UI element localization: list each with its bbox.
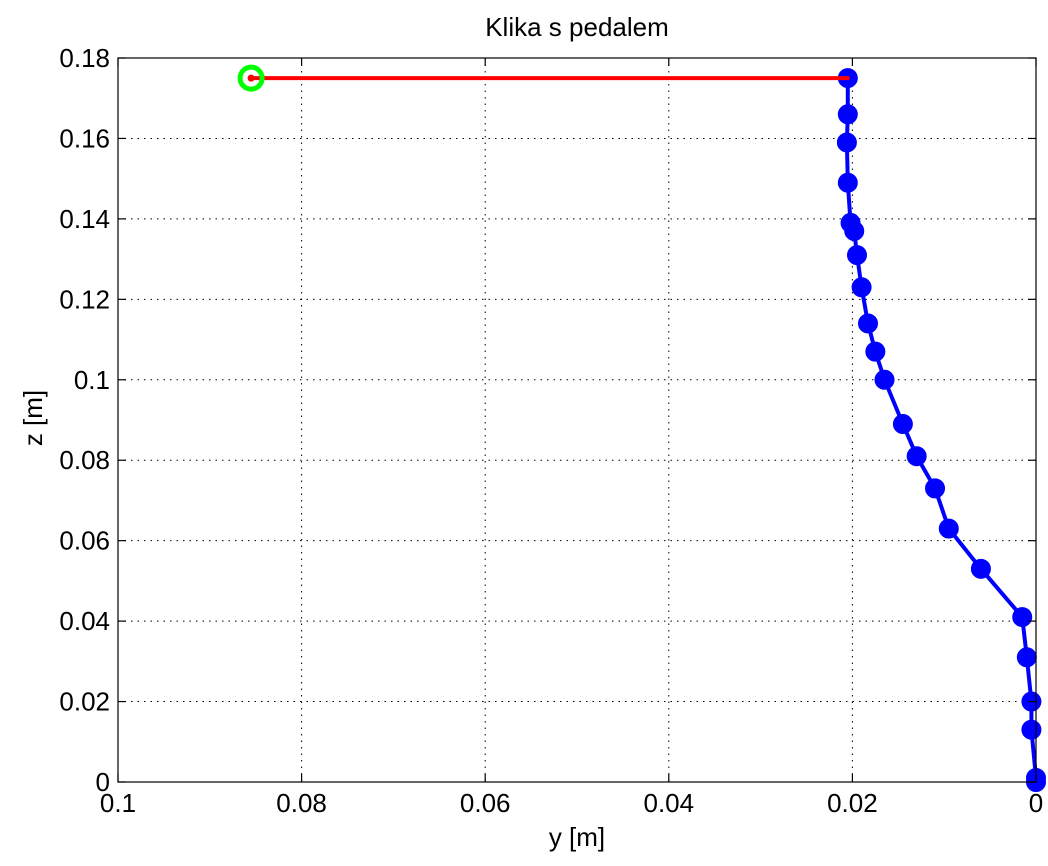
- y-tick-label: 0.12: [59, 284, 110, 314]
- data-layer: [237, 64, 1046, 792]
- profile-point: [1021, 719, 1042, 740]
- y-tick-label: 0.14: [59, 204, 110, 234]
- profile-point: [906, 446, 927, 467]
- pedal-center-dot: [247, 74, 255, 82]
- profile-point: [970, 558, 991, 579]
- y-tick-label: 0.08: [59, 445, 110, 475]
- y-tick-label: 0.06: [59, 526, 110, 556]
- profile-point: [851, 277, 872, 298]
- plot-frame: [117, 57, 1037, 783]
- profile-point: [892, 414, 913, 435]
- profile-point: [840, 212, 861, 233]
- profile-point: [865, 341, 886, 362]
- profile-point: [925, 478, 946, 499]
- y-tick-label: 0.16: [59, 123, 110, 153]
- y-tick-label: 0.04: [59, 606, 110, 636]
- profile-line: [844, 76, 1038, 784]
- profile-point: [1016, 647, 1037, 668]
- y-tick-label: 0.02: [59, 687, 110, 717]
- y-tick-label: 0.1: [74, 365, 110, 395]
- x-axis-label: y [m]: [549, 822, 605, 852]
- x-tick-label: 0.1: [100, 788, 136, 818]
- x-tick-label: 0.08: [276, 788, 327, 818]
- profile-point: [836, 132, 857, 153]
- x-tick-label: 0.06: [460, 788, 511, 818]
- profile-point: [1012, 607, 1033, 628]
- y-axis-label: z [m]: [18, 390, 48, 446]
- profile-point: [858, 313, 879, 334]
- chart-title: Klika s pedalem: [485, 12, 669, 42]
- x-tick-label: 0: [1029, 788, 1043, 818]
- pedal-ring: [237, 64, 265, 92]
- x-tick-label: 0.04: [643, 788, 694, 818]
- profile-point: [837, 172, 858, 193]
- tick-layer: 0.1 0.08 0.06 0.04 0.02 0 0 0.02 0.04 0.06 0.08 0.1…: [59, 43, 1043, 818]
- profile-point: [837, 104, 858, 125]
- y-tick-label: 0.18: [59, 43, 110, 73]
- profile-point: [846, 245, 867, 266]
- profile-point: [938, 518, 959, 539]
- y-tick-label: 0: [96, 767, 110, 797]
- profile-point: [874, 369, 895, 390]
- x-tick-label: 0.02: [827, 788, 878, 818]
